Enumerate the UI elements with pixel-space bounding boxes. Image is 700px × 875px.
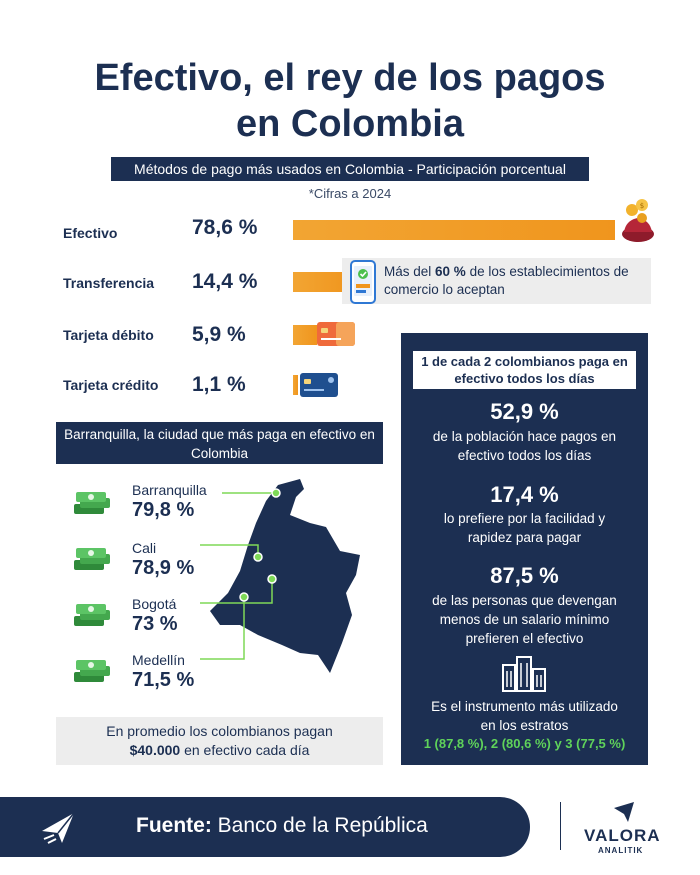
buildings-icon [502,656,546,692]
paper-plane-icon [42,812,75,844]
value-debito: 5,9 % [192,323,246,346]
phone-icon [350,260,376,304]
money-stack-icon [74,660,110,682]
transfer-note-text: Más del 60 % de los establecimientos de … [384,264,629,297]
brand-subtitle: ANALITIK [598,846,644,855]
label-efectivo: Efectivo [63,225,118,241]
average-line-1: En promedio los colombianos pagan [106,723,333,739]
city-value-barranquilla: 79,8 % [132,499,195,521]
stats-panel: 1 de cada 2 colombianos paga en efectivo… [401,333,648,765]
stat-strata-text: Es el instrumento más utilizado en los e… [431,699,618,733]
stat-preference: 17,4 % [490,482,559,507]
source-text: Fuente: Banco de la República [136,814,428,837]
transfer-note: Más del 60 % de los establecimientos de … [342,258,651,304]
bar-tarjeta-débito [293,325,318,345]
stat-population-text: de la población hace pagos en efectivo t… [432,429,617,463]
city-name-medellin: Medellín [132,652,185,668]
city-value-bogota: 73 % [132,613,178,635]
label-credito: Tarjeta crédito [63,377,159,393]
bar-transferencia [293,272,352,292]
label-transferencia: Transferencia [63,275,155,291]
stat-min-salary-text: de las personas que devengan menos de un… [432,593,617,646]
bar-efectivo [293,220,615,240]
colombia-map [200,479,360,673]
valora-logo-icon [614,802,634,822]
title-line-1: Efectivo, el rey de los pagos [94,57,606,99]
footer-bar: Fuente: Banco de la República [0,797,530,857]
chart-subtitle: Métodos de pago más usados en Colombia -… [111,157,589,181]
label-debito: Tarjeta débito [63,327,154,343]
brand-name: VALORA [584,826,661,845]
city-name-barranquilla: Barranquilla [132,482,207,498]
svg-text:$: $ [640,202,644,210]
cities-header: Barranquilla, la ciudad que más paga en … [56,422,383,464]
credit-card-icon [300,373,338,397]
stat-min-salary: 87,5 % [490,563,559,588]
coin-bag-icon: $ [622,199,654,242]
money-stack-icon [74,548,110,570]
stat-population: 52,9 % [490,399,559,424]
year-note: *Cifras a 2024 [308,186,392,201]
stat-preference-text: lo prefiere por la facilidad y rapidez p… [443,511,606,545]
city-value-medellin: 71,5 % [132,669,195,691]
money-stack-icon [74,604,110,626]
value-efectivo: 78,6 % [192,216,258,239]
footer-divider [560,802,561,850]
city-value-cali: 78,9 % [132,557,195,579]
average-line-2: $40.000 en efectivo cada día [129,742,310,758]
city-name-cali: Cali [132,540,157,556]
average-box: En promedio los colombianos pagan $40.00… [56,717,383,765]
city-name-bogota: Bogotá [132,596,177,612]
title-line-2: en Colombia [235,103,465,145]
bar-tarjeta-crédito [293,375,298,395]
bars-area [293,0,623,420]
value-transferencia: 14,4 % [192,270,258,293]
money-stack-icon [74,492,110,514]
panel-heading: 1 de cada 2 colombianos paga en efectivo… [413,351,636,389]
stat-strata-values: 1 (87,8 %), 2 (80,6 %) y 3 (77,5 %) [423,736,626,751]
value-credito: 1,1 % [192,373,246,396]
debit-card-icon [317,322,355,346]
page-title: Efectivo, el rey de los pagos en Colombi… [0,55,700,147]
